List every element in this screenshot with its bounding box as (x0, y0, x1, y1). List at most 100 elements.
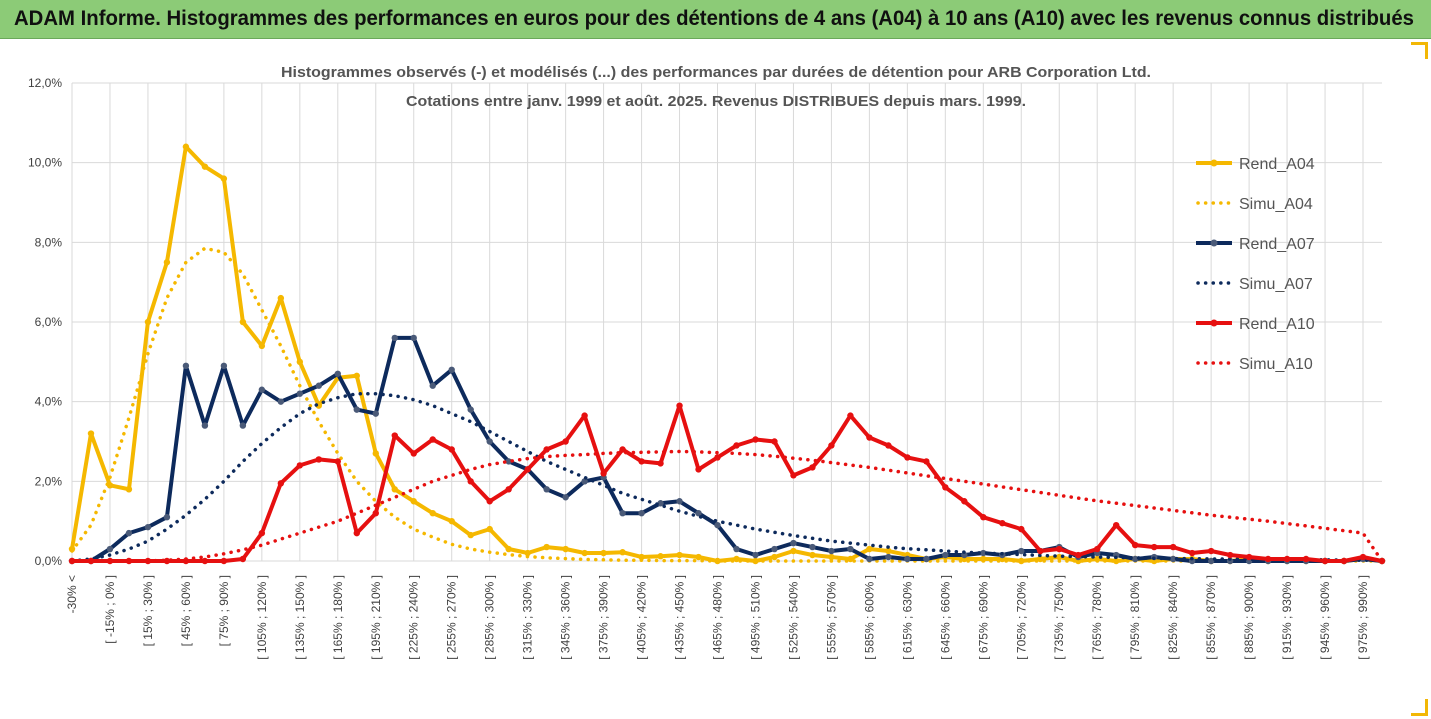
rend-a10-point (961, 498, 968, 505)
rend-a07-point (125, 529, 133, 537)
rend-a10-point (315, 456, 323, 463)
rend-a10-point (581, 412, 588, 419)
rend-a04-point (201, 163, 209, 170)
rend-a04-point (239, 318, 247, 326)
rend-a07-point (638, 510, 645, 517)
rend-a04-point (353, 372, 360, 379)
x-tick-label: [ 345% ; 360% ] (559, 575, 573, 660)
rend-a07-point (144, 523, 152, 531)
x-tick-label: [ 975% ; 990% ] (1356, 575, 1370, 660)
rend-a07-point (562, 494, 569, 501)
rend-a10-point (657, 460, 664, 467)
rend-a07-point (448, 366, 455, 373)
x-tick-label: [ 285% ; 300% ] (483, 575, 497, 660)
rend-a10-point (600, 470, 607, 477)
rend-a07-point (619, 510, 626, 517)
histogram-chart: 0,0% 2,0% 4,0% 6,0% 8,0% 10,0% 12,0% -30% < [ -1… (28, 64, 1386, 660)
x-tick-label: [ -15% ; 0% ] (103, 575, 117, 644)
rend-a10-point (125, 557, 133, 565)
rend-a07-point (923, 555, 930, 563)
x-tick-label: [ 945% ; 960% ] (1318, 575, 1332, 660)
rend-a10-point (220, 557, 228, 565)
x-tick-label: [ 225% ; 240% ] (407, 575, 421, 660)
rend-a10-point (904, 454, 911, 461)
rend-a04-point (277, 294, 285, 302)
x-tick-label: [ 885% ; 900% ] (1242, 575, 1256, 660)
x-tick-label: [ 585% ; 600% ] (862, 575, 876, 660)
rend-a10-point (923, 458, 930, 465)
rend-a10-point (562, 438, 569, 445)
chart-title-line2: Cotations entre janv. 1999 et août. 2025… (406, 93, 1026, 110)
x-tick-label: [ 195% ; 210% ] (369, 575, 383, 660)
rend-a07-point (809, 543, 816, 551)
rend-a04-point (372, 450, 379, 457)
rend-a10-point (1037, 547, 1044, 555)
legend-label-simu-a10: Simu_A10 (1239, 356, 1313, 373)
legend-label-simu-a04: Simu_A04 (1239, 196, 1313, 213)
x-tick-label: [ 495% ; 510% ] (748, 575, 762, 660)
x-tick-label: [ 375% ; 390% ] (597, 575, 611, 660)
rend-a10-point (448, 446, 455, 453)
rend-a10-point (1018, 525, 1025, 533)
rend-a07-point (790, 539, 797, 547)
rend-a07-point (581, 478, 588, 485)
rend-a07-point (467, 406, 474, 413)
x-tick-label: [ 555% ; 570% ] (824, 575, 838, 660)
rend-a10-point (752, 436, 759, 443)
rend-a10-point (619, 446, 626, 453)
rend-a07-point (429, 382, 436, 389)
rend-a07-point (372, 410, 379, 417)
rend-a10-point (695, 466, 702, 473)
rend-a10-point (410, 450, 417, 457)
rend-a10-point (676, 402, 683, 409)
rend-a04-point (258, 342, 266, 350)
legend-label-rend-a04: Rend_A04 (1239, 156, 1315, 173)
rend-a07-point (258, 386, 266, 393)
rend-a07-point (239, 422, 247, 429)
rend-a07-point (353, 406, 360, 413)
x-tick-label: [ 435% ; 450% ] (673, 575, 687, 660)
y-tick-label: 8,0% (35, 235, 63, 249)
rend-a10-point (1056, 545, 1063, 553)
rend-a04-point (543, 543, 550, 551)
legend-label-rend-a07: Rend_A07 (1239, 236, 1315, 253)
rend-a10-point (524, 466, 531, 473)
rend-a04-point (733, 555, 740, 563)
rend-a10-point (638, 458, 645, 465)
y-tick-label: 10,0% (28, 156, 62, 170)
rend-a07-point (1169, 555, 1177, 563)
y-tick-label: 2,0% (35, 474, 63, 488)
y-tick-label: 0,0% (35, 554, 63, 568)
rend-a07-point (277, 398, 285, 405)
rend-a10-point (828, 442, 835, 449)
rend-a07-point (771, 545, 778, 553)
rend-a04-line (70, 144, 1383, 563)
chart-title-line1: Histogrammes observés (-) et modélisés (… (281, 64, 1151, 81)
legend-label-simu-a07: Simu_A07 (1239, 276, 1313, 293)
rend-a10-point (353, 529, 360, 537)
x-tick-label: [ 465% ; 480% ] (711, 575, 725, 660)
rend-a07-point (752, 551, 759, 559)
rend-a10-point (1207, 547, 1215, 555)
rend-a10-point (866, 434, 873, 441)
y-tick-label: 4,0% (35, 395, 63, 409)
rend-a04-point (429, 510, 436, 517)
legend-marker-rend-a10 (1210, 319, 1218, 327)
rend-a07-point (733, 545, 740, 553)
rend-a10-point (429, 436, 436, 443)
rend-a10-point (1188, 549, 1196, 557)
rend-a07-point (220, 362, 228, 370)
rend-a07-point (106, 545, 114, 553)
rend-a07-point (201, 422, 209, 429)
rend-a04-point (1113, 557, 1120, 565)
rend-a07-point (334, 370, 341, 377)
corner-accent-top-right (1411, 42, 1428, 59)
rend-a10-point (201, 557, 209, 565)
simu-a04-line (70, 246, 1384, 563)
rend-a10-point (486, 498, 493, 505)
x-tick-label: [ 405% ; 420% ] (635, 575, 649, 660)
x-tick-label: [ 705% ; 720% ] (1014, 575, 1028, 660)
rend-a10-point (1340, 557, 1348, 565)
x-tick-label: [ 615% ; 630% ] (900, 575, 914, 660)
